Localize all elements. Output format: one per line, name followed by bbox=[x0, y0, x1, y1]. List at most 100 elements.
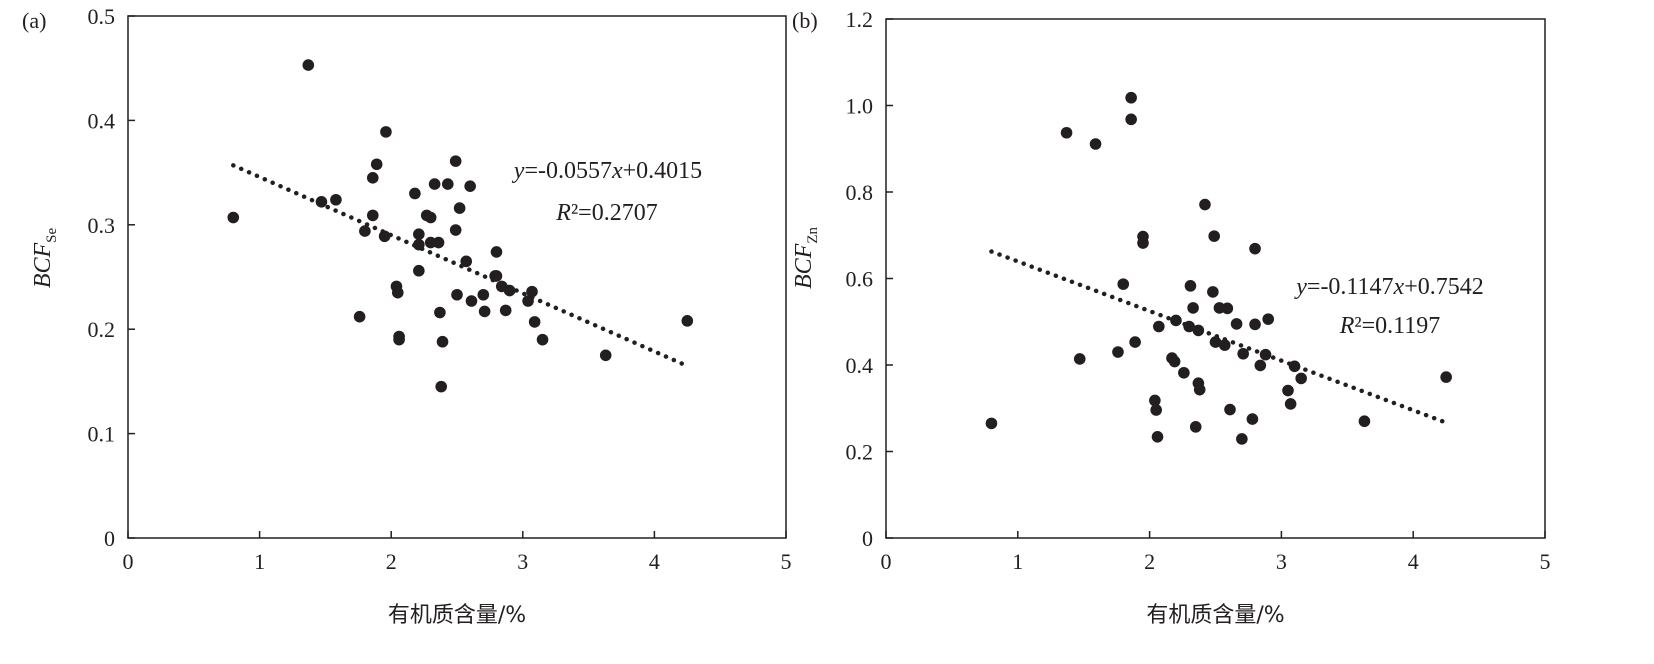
data-point-b bbox=[1224, 403, 1236, 416]
data-point-b bbox=[1149, 394, 1161, 407]
data-point-a bbox=[413, 264, 425, 277]
data-point-b bbox=[1218, 339, 1231, 351]
x-tick-label-a: 3 bbox=[517, 549, 528, 574]
data-point-b bbox=[1259, 348, 1272, 361]
data-point-b bbox=[1151, 430, 1164, 443]
data-point-b bbox=[1189, 421, 1202, 433]
data-point-a bbox=[526, 285, 538, 298]
data-point-a bbox=[490, 270, 503, 282]
data-point-b bbox=[1168, 355, 1181, 368]
x-tick-label-b: 1 bbox=[1012, 549, 1023, 574]
data-point-b bbox=[1153, 320, 1165, 333]
x-tick-label-a: 1 bbox=[254, 549, 265, 574]
plot-frame-a bbox=[127, 15, 787, 539]
data-point-a bbox=[449, 155, 462, 167]
data-point-a bbox=[464, 180, 476, 192]
y-tick-label-a: 0.2 bbox=[88, 317, 116, 342]
data-point-b bbox=[1249, 318, 1261, 331]
y-tick-label-a: 0.5 bbox=[88, 4, 116, 29]
data-point-a bbox=[490, 246, 503, 258]
panel-label-a: (a) bbox=[22, 8, 46, 33]
data-point-b bbox=[1193, 383, 1206, 396]
y-tick-label-a: 0 bbox=[104, 526, 115, 551]
data-point-b bbox=[1137, 237, 1149, 249]
data-point-b bbox=[1192, 324, 1205, 337]
y-tick-label-b: 0.6 bbox=[846, 267, 874, 292]
data-point-a bbox=[436, 335, 449, 348]
data-point-b bbox=[1249, 242, 1261, 255]
data-point-b bbox=[1246, 413, 1259, 425]
data-point-a bbox=[522, 295, 534, 307]
x-tick-label-a: 5 bbox=[781, 549, 792, 574]
data-point-b bbox=[1440, 371, 1452, 383]
x-tick-label-b: 5 bbox=[1540, 549, 1551, 574]
data-point-b bbox=[1125, 113, 1137, 126]
data-point-b bbox=[1199, 198, 1211, 211]
x-tick-label-b: 3 bbox=[1276, 549, 1287, 574]
data-point-b bbox=[1236, 433, 1248, 445]
data-point-a bbox=[460, 255, 473, 268]
data-point-a bbox=[378, 230, 391, 243]
x-tick-label-a: 2 bbox=[386, 549, 397, 574]
data-point-b bbox=[1183, 320, 1195, 333]
data-point-a bbox=[393, 333, 405, 346]
data-point-a bbox=[413, 238, 425, 251]
data-point-b bbox=[1073, 353, 1086, 365]
data-point-a bbox=[409, 187, 421, 200]
regression-equation-a: y=-0.0557x+0.4015 bbox=[512, 158, 702, 184]
data-point-a bbox=[449, 224, 462, 236]
y-tick-label-b: 1.0 bbox=[846, 94, 874, 119]
data-point-b bbox=[1209, 336, 1222, 348]
data-point-a bbox=[413, 228, 425, 240]
x-axis-label-a: 有机质含量/% bbox=[388, 603, 526, 628]
data-point-a bbox=[370, 158, 383, 171]
data-point-a bbox=[453, 202, 466, 214]
trendline-a bbox=[231, 163, 690, 369]
y-axis-label-b: BCFZn bbox=[791, 227, 821, 289]
data-point-b bbox=[1207, 286, 1219, 298]
data-point-b bbox=[1221, 302, 1234, 315]
data-point-b bbox=[1358, 415, 1371, 428]
y-tick-label-a: 0.1 bbox=[88, 422, 116, 447]
data-point-b bbox=[1230, 318, 1243, 330]
data-point-a bbox=[599, 349, 612, 362]
data-point-a bbox=[366, 172, 379, 184]
data-point-a bbox=[435, 380, 448, 393]
y-tick-label-b: 1.2 bbox=[846, 7, 874, 32]
data-point-b bbox=[1282, 384, 1294, 397]
data-point-a bbox=[434, 306, 446, 319]
y-tick-label-b: 0.2 bbox=[846, 440, 874, 465]
data-point-a bbox=[432, 236, 445, 249]
x-tick-label-b: 4 bbox=[1408, 549, 1419, 574]
data-point-a bbox=[478, 305, 491, 318]
data-point-b bbox=[1129, 336, 1141, 348]
y-axis-label-a: BCFSe bbox=[30, 227, 60, 288]
data-point-a bbox=[681, 315, 694, 327]
data-point-b bbox=[1184, 280, 1197, 292]
trendline-b bbox=[989, 249, 1449, 425]
data-point-a bbox=[366, 209, 379, 222]
data-point-a bbox=[428, 178, 441, 190]
data-point-b bbox=[1237, 347, 1249, 360]
regression-equation-b: y=-0.1147x+0.7542 bbox=[1294, 274, 1484, 300]
data-point-b bbox=[1112, 346, 1124, 358]
data-point-b bbox=[1089, 138, 1102, 150]
data-point-b bbox=[1262, 313, 1275, 325]
r-squared-b: R²=0.1197 bbox=[1339, 313, 1441, 339]
data-point-a bbox=[353, 310, 366, 323]
data-point-a bbox=[536, 333, 549, 346]
data-point-b bbox=[1254, 359, 1267, 372]
data-point-b bbox=[1295, 372, 1307, 385]
panel-label-b: (b) bbox=[792, 8, 818, 33]
data-point-a bbox=[465, 295, 478, 307]
y-tick-label-a: 0.3 bbox=[88, 213, 116, 238]
data-point-a bbox=[380, 126, 392, 138]
data-point-a bbox=[330, 193, 342, 206]
data-point-a bbox=[359, 225, 371, 237]
x-tick-label-a: 4 bbox=[649, 549, 660, 574]
y-tick-label-b: 0.4 bbox=[846, 353, 874, 378]
data-point-a bbox=[441, 178, 454, 190]
data-point-b bbox=[1288, 360, 1301, 373]
